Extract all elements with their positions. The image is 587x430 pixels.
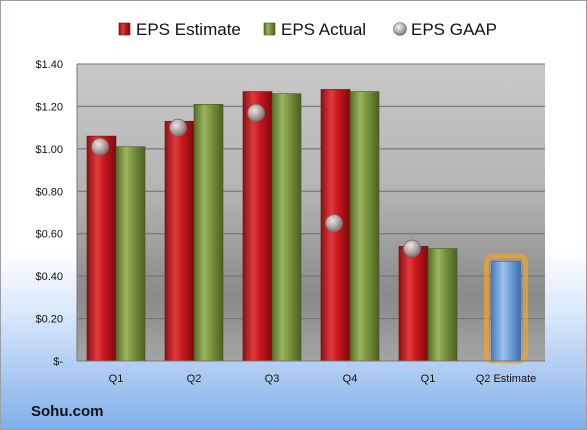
x-axis: Q1 Q2 Q3 Q4 Q1 Q2 Estimate (77, 360, 545, 385)
bar-eps-actual (427, 248, 458, 362)
point-eps-gaap (247, 103, 265, 122)
bar-eps-estimate (164, 120, 195, 362)
legend: EPS Estimate EPS Actual EPS GAAP (118, 20, 497, 39)
x-tick-label: Q4 (343, 373, 358, 385)
legend-swatch (393, 22, 407, 36)
legend-swatch (263, 22, 276, 36)
y-tick-label: $- (53, 356, 63, 368)
gridlines (77, 63, 545, 362)
point-eps-gaap (91, 137, 109, 156)
point-eps-gaap (169, 118, 187, 137)
bar-eps-actual (271, 93, 302, 362)
gaap-points (91, 103, 421, 258)
bar-eps-actual (115, 146, 146, 362)
bar-eps-actual (349, 91, 380, 362)
y-tick-label: $1.40 (35, 59, 63, 71)
y-tick-label: $0.40 (35, 271, 63, 283)
bar-eps-estimate-forecast (491, 260, 521, 362)
legend-label: EPS Estimate (136, 20, 241, 39)
y-axis: $1.40 $1.20 $1.00 $0.80 $0.60 $0.40 $0.20 $- (35, 59, 78, 368)
bar-eps-estimate (398, 246, 429, 362)
y-tick-label: $1.00 (35, 144, 63, 156)
bar-eps-estimate (86, 135, 117, 362)
plot-area (77, 64, 545, 361)
x-tick-label: Q2 Estimate (476, 373, 537, 385)
x-tick-label: Q3 (265, 373, 280, 385)
y-tick-label: $1.20 (35, 101, 63, 113)
legend-label: EPS GAAP (411, 20, 497, 39)
legend-eps-estimate: EPS Estimate (118, 20, 241, 39)
x-tick-label: Q1 (109, 373, 124, 385)
y-tick-label: $0.60 (35, 229, 63, 241)
y-tick-label: $0.80 (35, 186, 63, 198)
x-tick-label: Q1 (421, 373, 436, 385)
bars (86, 89, 528, 364)
legend-swatch (118, 22, 131, 36)
legend-eps-actual: EPS Actual (263, 20, 366, 39)
company-name: Sohu.com (31, 403, 104, 420)
legend-label: EPS Actual (281, 20, 366, 39)
x-tick-label: Q2 (187, 373, 202, 385)
point-eps-gaap (325, 214, 343, 233)
y-tick-label: $0.20 (35, 314, 63, 326)
legend-eps-gaap: EPS GAAP (393, 20, 497, 39)
bar-eps-actual (193, 104, 224, 362)
bar-eps-estimate (242, 91, 273, 362)
point-eps-gaap (403, 239, 421, 258)
